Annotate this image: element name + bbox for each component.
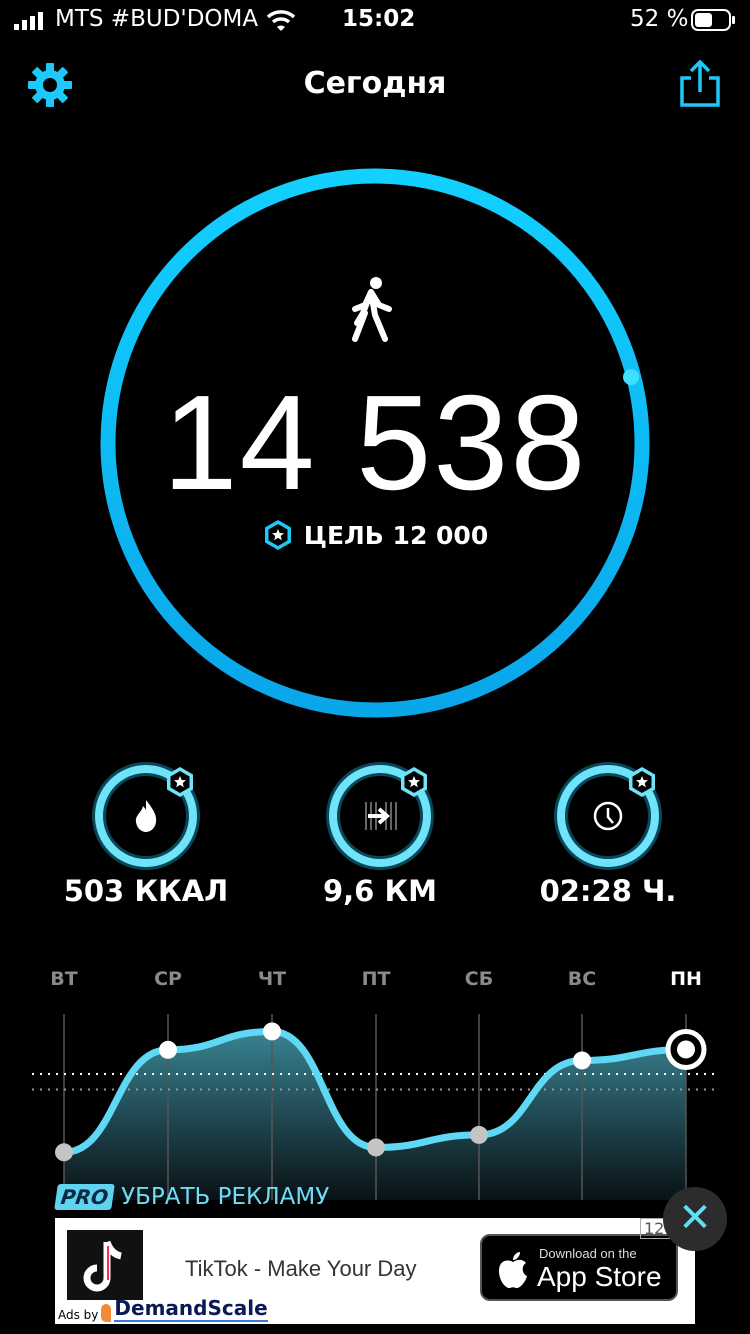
remove-ads-label: УБРАТЬ РЕКЛАМУ — [121, 1184, 330, 1210]
day-label[interactable]: СБ — [464, 968, 494, 990]
page-title: Сегодня — [303, 66, 447, 101]
step-count: 14 538 — [162, 367, 588, 518]
ads-by-link[interactable]: Ads by DemandScale — [58, 1296, 268, 1322]
apple-icon — [499, 1252, 527, 1289]
demandscale-logo-icon — [101, 1304, 112, 1322]
metric-ring-2 — [554, 762, 662, 870]
ad-banner[interactable]: TikTok - Make Your Day Download on the A… — [55, 1218, 695, 1324]
data-point[interactable] — [263, 1022, 281, 1041]
data-point[interactable] — [367, 1138, 385, 1157]
distance-value: 9,6 КМ — [322, 874, 438, 908]
data-point[interactable] — [677, 1040, 695, 1059]
duration-value: 02:28 Ч. — [539, 874, 677, 908]
goal-label: ЦЕЛЬ 12 000 — [303, 520, 489, 550]
ad-title: TikTok - Make Your Day — [185, 1256, 417, 1281]
steps-line — [63, 1027, 687, 1156]
hexagon-star-icon — [629, 767, 655, 797]
metric-ring-0 — [92, 762, 200, 870]
day-label[interactable]: ВТ — [50, 968, 78, 990]
remove-ads-button[interactable]: PRO УБРАТЬ РЕКЛАМУ — [54, 1184, 330, 1210]
battery-icon — [691, 9, 737, 35]
clock-time: 15:02 — [342, 6, 416, 32]
data-point[interactable] — [159, 1040, 177, 1059]
wifi-icon — [266, 8, 296, 36]
app-store-button[interactable]: Download on the App Store — [480, 1234, 678, 1301]
calories-value: 503 ККАЛ — [63, 874, 229, 908]
tiktok-logo-icon — [67, 1230, 143, 1300]
carrier-name: MTS #BUD'DOMA — [55, 6, 259, 32]
distance-arrow-icon — [365, 802, 397, 830]
steps-progress-ring — [100, 168, 650, 718]
day-label[interactable]: СР — [154, 968, 182, 990]
metric-ring-1 — [326, 762, 434, 870]
day-label[interactable]: ЧТ — [257, 968, 287, 990]
hexagon-star-icon — [167, 767, 193, 797]
data-point[interactable] — [573, 1051, 591, 1070]
hexagon-star-icon — [264, 520, 291, 550]
weekly-steps-chart — [32, 1014, 718, 1200]
data-point[interactable] — [55, 1143, 73, 1162]
close-ad-button[interactable]: ✕ — [663, 1187, 727, 1251]
store-big-text: App Store — [537, 1261, 662, 1292]
pro-badge: PRO — [54, 1184, 115, 1210]
ads-by-label: Ads by — [58, 1308, 99, 1322]
chart-area — [64, 1031, 686, 1200]
battery-percent: 52 % — [630, 6, 689, 32]
gear-icon[interactable] — [27, 62, 73, 112]
data-point[interactable] — [470, 1125, 488, 1144]
share-icon[interactable] — [678, 59, 722, 112]
step-goal: ЦЕЛЬ 12 000 — [0, 518, 750, 552]
flame-icon — [135, 800, 157, 832]
day-label[interactable]: ПН — [670, 968, 702, 990]
store-small-text: Download on the — [539, 1246, 637, 1261]
walking-icon — [349, 275, 395, 349]
signal-bars-icon — [14, 12, 48, 34]
day-label[interactable]: ВС — [567, 968, 597, 990]
close-icon: ✕ — [678, 1195, 712, 1241]
day-label[interactable]: ПТ — [361, 968, 391, 990]
hexagon-star-icon — [401, 767, 427, 797]
clock-icon — [593, 801, 623, 831]
provider-name: DemandScale — [114, 1296, 268, 1322]
